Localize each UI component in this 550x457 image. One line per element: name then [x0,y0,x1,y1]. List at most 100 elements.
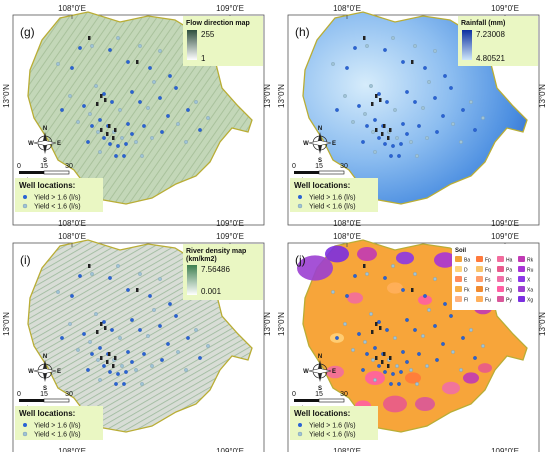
well-high-yield [174,314,178,318]
well-low-yield [425,136,429,140]
well-low-yield [68,322,72,326]
well-high-yield [405,318,409,322]
well-low-yield [118,108,122,112]
well-low-yield [152,308,156,312]
well-high-yield [435,130,439,134]
low-yield-label: Yield < 1.6 (l/s) [309,204,356,211]
dark-feature [389,356,392,360]
well-high-yield [60,108,64,112]
top-longitude-label: 108°0'E [58,4,86,13]
soil-label-Ru: Ru [527,268,534,274]
soil-swatch-X [518,276,525,282]
well-high-yield [361,368,365,372]
well-low-yield [395,364,399,368]
well-low-yield [393,108,397,112]
well-high-yield [405,90,409,94]
well-high-yield [335,108,339,112]
dark-feature [104,98,107,102]
well-low-yield [427,80,431,84]
dark-feature [100,356,103,360]
well-low-yield [76,348,80,352]
dark-feature [88,264,91,268]
well-high-yield [413,328,417,332]
well-high-yield [433,96,437,100]
well-high-yield [198,356,202,360]
well-high-yield [441,342,445,346]
well-low-yield [409,368,413,372]
well-low-yield [150,364,154,368]
well-high-yield [397,382,401,386]
well-high-yield [345,66,349,70]
soil-swatch-Py [497,296,504,302]
soil-label-Fk: Fk [464,288,470,294]
well-low-yield [56,62,60,66]
well-high-yield [377,364,381,368]
high-yield-label: Yield > 1.6 (l/s) [34,195,81,202]
low-yield-label: Yield < 1.6 (l/s) [309,432,356,439]
well-high-yield [166,342,170,346]
well-high-yield [142,124,146,128]
well-low-yield [363,340,367,344]
well-high-yield [160,358,164,362]
well-high-yield [397,154,401,158]
soil-swatch-Fu [476,296,483,302]
well-low-yield [481,344,485,348]
scale-tick-15: 15 [315,163,323,170]
dark-feature [381,360,384,364]
well-low-yield [120,364,124,368]
soil-swatch-Pg [497,286,504,292]
well-low-yield [369,84,373,88]
dark-feature [136,288,139,292]
well-legend-title: Well locations: [19,409,75,418]
well-high-yield [130,90,134,94]
soil-patch [434,252,456,268]
high-yield-symbol [298,423,302,427]
well-high-yield [449,314,453,318]
well-high-yield [399,370,403,374]
dark-feature [375,322,378,326]
right-latitude-label: 13°0'N [263,84,272,108]
scale-bar-black [19,399,44,402]
low-yield-symbol [22,203,28,209]
well-high-yield [168,302,172,306]
well-high-yield [373,118,377,122]
well-high-yield [138,328,142,332]
compass-n: N [43,126,47,132]
top-longitude-label: 108°0'E [333,4,361,13]
well-high-yield [102,136,106,140]
well-low-yield [184,368,188,372]
well-high-yield [148,66,152,70]
well-high-yield [110,100,114,104]
scale-tick-15: 15 [40,163,48,170]
well-high-yield [357,332,361,336]
well-low-yield [90,44,94,48]
legend-min: 1 [201,54,206,63]
well-low-yield [451,122,455,126]
dark-feature [375,356,378,360]
well-low-yield [138,272,142,276]
soil-swatch-E [455,276,462,282]
soil-swatch-Xg [518,296,525,302]
compass-s: S [318,386,322,392]
soil-patch [297,255,333,281]
soil-patch [442,381,460,395]
panel-label: (h) [295,25,310,39]
compass-w: W [303,141,309,147]
well-low-yield [56,290,60,294]
soil-patch [418,295,432,305]
well-high-yield [399,142,403,146]
compass-cross-icon [308,368,332,374]
dark-feature [383,352,386,356]
compass-s: S [318,158,322,164]
well-low-yield [331,290,335,294]
well-low-yield [425,364,429,368]
legend-min: 4.80521 [476,54,505,63]
well-low-yield [146,106,150,110]
well-high-yield [142,352,146,356]
well-low-yield [146,334,150,338]
dark-feature [100,94,103,98]
well-high-yield [377,92,381,96]
dark-feature [375,128,378,132]
legend-title-unit: (km/km2) [186,256,217,263]
soil-swatch-Pa [497,266,504,272]
